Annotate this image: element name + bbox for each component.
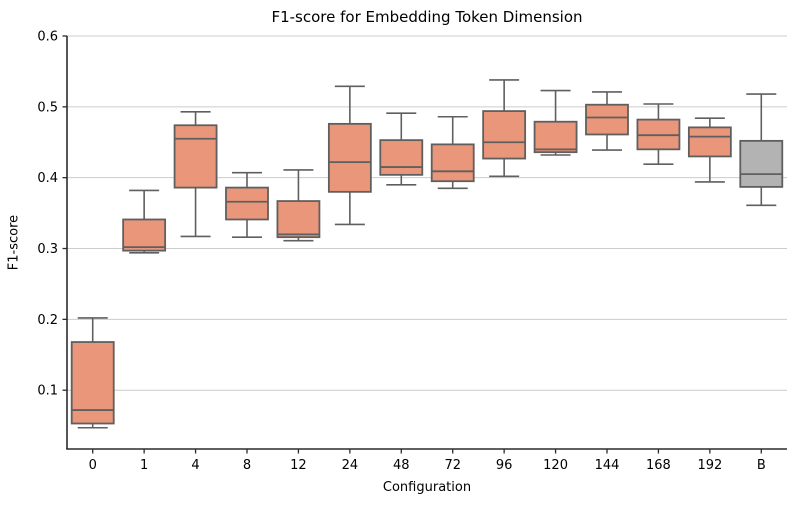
x-tick-label-72: 72	[444, 458, 461, 473]
x-tick-label-168: 168	[646, 458, 671, 473]
iqr-box	[687, 126, 732, 158]
iqr-box	[585, 103, 629, 136]
iqr-box	[70, 341, 115, 425]
iqr-box	[739, 139, 784, 188]
y-tick-label-0.5: 0.5	[37, 100, 58, 115]
iqr-box	[225, 186, 269, 221]
iqr-box	[482, 110, 527, 160]
box-120	[533, 89, 578, 156]
iqr-box	[379, 139, 424, 176]
box-24	[327, 85, 372, 226]
y-tick-label-0.1: 0.1	[37, 384, 58, 399]
iqr-box	[173, 124, 218, 189]
y-tick-label-0.4: 0.4	[37, 171, 58, 186]
y-axis-label: F1-score	[6, 214, 22, 271]
box-0	[70, 317, 115, 429]
y-tick-label-0.3: 0.3	[37, 242, 58, 257]
x-tick-label-0: 0	[89, 458, 97, 473]
chart-title: F1-score for Embedding Token Dimension	[271, 8, 583, 26]
x-tick-label-8: 8	[243, 458, 251, 473]
box-96	[482, 79, 527, 178]
box-4	[173, 110, 218, 238]
x-tick-label-144: 144	[595, 458, 620, 473]
box-B	[739, 93, 784, 207]
x-tick-label-48: 48	[393, 458, 410, 473]
box-72	[430, 115, 475, 190]
x-tick-label-12: 12	[290, 458, 307, 473]
iqr-box	[276, 200, 321, 239]
iqr-box	[430, 143, 475, 183]
box-8	[225, 171, 269, 238]
box-12	[276, 169, 321, 242]
box-144	[585, 91, 629, 151]
box-48	[379, 112, 424, 186]
iqr-box	[327, 122, 372, 193]
y-tick-label-0.2: 0.2	[37, 313, 58, 328]
x-tick-label-B: B	[757, 458, 766, 473]
x-axis-label: Configuration	[382, 480, 472, 495]
x-tick-label-120: 120	[543, 458, 568, 473]
iqr-box	[533, 120, 578, 154]
x-tick-label-96: 96	[496, 458, 513, 473]
x-tick-label-24: 24	[342, 458, 359, 473]
y-tick-label-0.6: 0.6	[37, 30, 58, 45]
x-tick-label-192: 192	[697, 458, 722, 473]
iqr-box	[122, 218, 167, 252]
x-tick-label-1: 1	[140, 458, 148, 473]
box-168	[636, 103, 681, 166]
box-192	[687, 117, 732, 183]
x-tick-label-4: 4	[191, 458, 199, 473]
box-1	[122, 189, 167, 254]
